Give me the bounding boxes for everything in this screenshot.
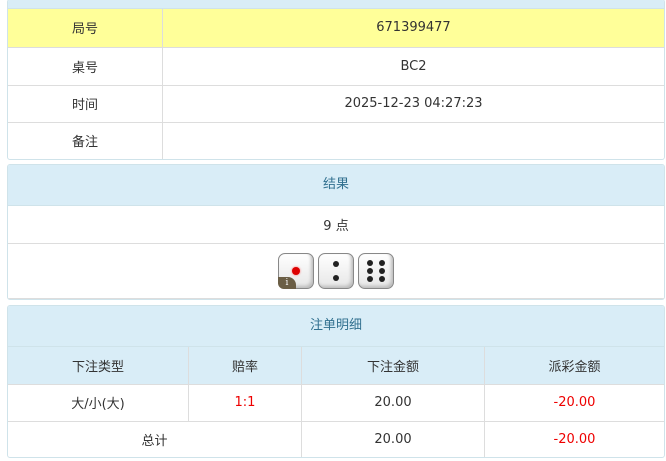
row-round-id: 局号 671399477: [8, 9, 664, 48]
panel-header: [8, 0, 664, 9]
die-6-icon: [358, 252, 394, 289]
label: 时间: [8, 84, 163, 123]
total-payout: -20.00: [484, 420, 664, 457]
row-note: 备注: [8, 121, 664, 159]
total-label: 总计: [8, 420, 302, 457]
odds: 1:1: [188, 383, 302, 422]
result-panel: 结果 9 点 i: [7, 164, 665, 300]
info-icon[interactable]: i: [278, 276, 296, 289]
label: 备注: [8, 121, 163, 159]
die-2-icon: [318, 252, 354, 289]
result-points: 9 点: [8, 206, 664, 244]
total-amount: 20.00: [301, 420, 485, 457]
col-header: 下注类型: [8, 347, 189, 385]
col-header: 赔率: [188, 347, 302, 385]
col-header: 下注金额: [301, 347, 485, 385]
row-time: 时间 2025-12-23 04:27:23: [8, 84, 664, 123]
label: 桌号: [8, 46, 163, 86]
bets-title: 注单明细: [8, 306, 664, 347]
col-header: 派彩金额: [484, 347, 664, 385]
payout: -20.00: [484, 383, 664, 422]
die-1-icon: i: [278, 252, 314, 289]
round-info-panel: 局号 671399477 桌号 BC2 时间 2025-12-23 04:27:23 …: [7, 0, 665, 160]
value: [162, 121, 664, 159]
bets-header-row: 下注类型 赔率 下注金额 派彩金额: [8, 347, 664, 385]
table-row: 大/小(大) 1:1 20.00 -20.00: [8, 383, 664, 422]
bet-details-panel: 注单明细 下注类型 赔率 下注金额 派彩金额 大/小(大) 1:1 20.00 …: [7, 305, 665, 458]
bet-type: 大/小(大): [8, 383, 189, 422]
value: BC2: [162, 46, 664, 86]
result-title: 结果: [8, 165, 664, 206]
value: 2025-12-23 04:27:23: [162, 84, 664, 123]
value: 671399477: [162, 9, 664, 48]
bet-amount: 20.00: [301, 383, 485, 422]
row-table: 桌号 BC2: [8, 46, 664, 86]
total-row: 总计 20.00 -20.00: [8, 420, 664, 457]
dice-cell: i: [8, 242, 664, 299]
dice: i: [278, 252, 394, 289]
label: 局号: [8, 9, 163, 48]
